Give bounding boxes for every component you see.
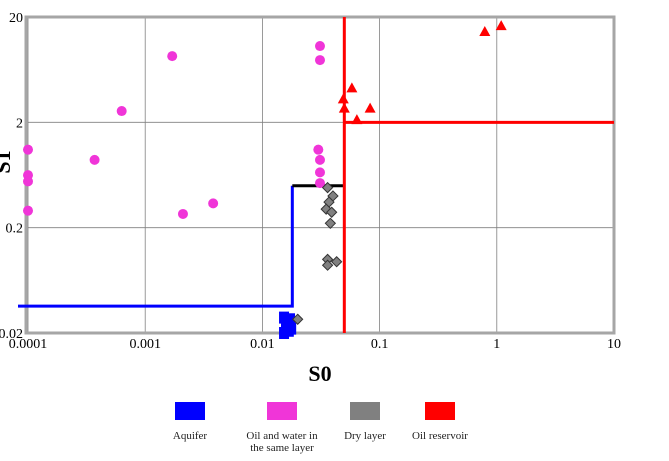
point <box>325 206 338 218</box>
point <box>208 198 219 209</box>
point <box>116 106 127 117</box>
point <box>291 313 304 325</box>
point <box>346 82 358 93</box>
y-tick-label: 2 <box>16 116 23 131</box>
x-tick-label: 0.0001 <box>9 337 48 352</box>
legend-label: Aquifer <box>172 430 208 442</box>
legend-label: Dry layer <box>344 430 386 442</box>
point <box>479 26 491 37</box>
legend-swatch <box>425 402 455 420</box>
legend-swatch <box>267 402 297 420</box>
point <box>337 93 349 104</box>
point <box>495 20 507 31</box>
point <box>281 318 292 331</box>
point <box>89 154 100 165</box>
point <box>23 176 33 187</box>
point <box>324 217 337 230</box>
point <box>314 55 325 66</box>
point <box>338 102 350 113</box>
point <box>314 178 325 189</box>
point <box>283 324 294 337</box>
y-tick-label: 0.02 <box>0 327 23 342</box>
x-tick-label: 10 <box>607 337 621 352</box>
point <box>351 114 363 125</box>
legend-item: Aquifer <box>140 402 240 442</box>
legend-swatch <box>175 402 205 420</box>
point <box>321 259 334 271</box>
legend-item: Oil reservoir <box>390 402 490 442</box>
point <box>23 205 33 216</box>
x-tick-label: 0.1 <box>371 337 389 352</box>
point <box>321 181 334 194</box>
point <box>313 144 324 155</box>
point <box>314 154 325 165</box>
point <box>364 102 376 113</box>
chart: S0 S1 0.0001 0.001 0.01 0.1 1 10 0.02 0.2 2 20 <box>0 11 621 386</box>
threshold-line <box>18 185 294 308</box>
point <box>314 41 325 52</box>
point <box>177 208 188 219</box>
y-tick-label: 0.2 <box>6 222 24 237</box>
legend-swatch <box>350 402 380 420</box>
x-tick-label: 1 <box>493 337 500 352</box>
point <box>330 256 343 268</box>
x-axis-label: S0 <box>308 361 331 386</box>
legend-item: Oil and water in the same layer <box>232 402 332 454</box>
x-tick-label: 0.01 <box>250 337 275 352</box>
point <box>314 167 325 178</box>
legend-label: Oil reservoir <box>412 430 468 442</box>
y-axis-label: S1 <box>0 150 15 173</box>
x-tick-label: 0.001 <box>129 337 161 352</box>
y-tick-label: 20 <box>9 11 23 26</box>
legend-label: Oil and water in the same layer <box>246 430 318 454</box>
legend-item: Dry layer <box>315 402 415 442</box>
point <box>279 311 290 324</box>
point <box>23 144 33 155</box>
point <box>167 51 178 62</box>
